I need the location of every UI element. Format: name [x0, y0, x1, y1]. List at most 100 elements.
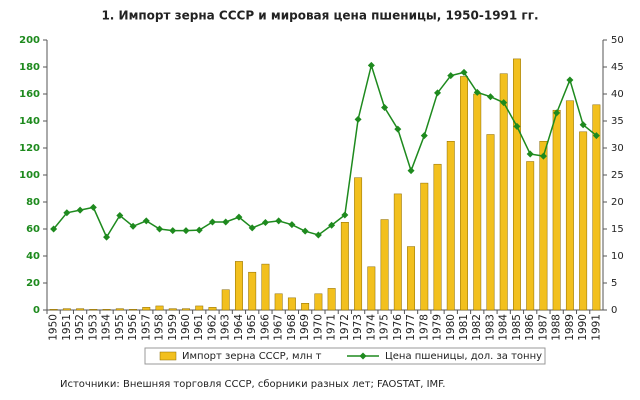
line-marker: [116, 212, 124, 219]
bar: [526, 161, 535, 311]
line-marker: [394, 125, 402, 133]
x-tick-label: 1960: [180, 314, 192, 341]
y-tick-label: 40: [26, 251, 40, 262]
line-marker: [367, 61, 375, 69]
y2-tick-label: 30: [611, 143, 624, 154]
bar: [539, 141, 548, 311]
line-marker: [195, 226, 203, 234]
y2-tick-label: 5: [611, 278, 617, 289]
y-tick-label: 80: [26, 197, 40, 208]
line-marker: [314, 231, 322, 239]
bar: [512, 58, 521, 311]
line-marker: [235, 213, 243, 221]
line-marker: [579, 121, 587, 129]
bar: [221, 289, 230, 311]
line-marker: [50, 225, 58, 233]
x-tick-label: 1973: [352, 314, 364, 341]
bar: [460, 76, 468, 311]
bar: [168, 308, 177, 311]
bar: [301, 303, 310, 311]
source-note: Источники: Внешняя торговля СССР, сборни…: [60, 379, 446, 390]
y-tick-label: 100: [19, 170, 40, 181]
legend-label: Цена пшеницы, дол. за тонну: [385, 351, 542, 362]
line-marker: [208, 218, 216, 226]
line-marker: [248, 224, 256, 232]
x-tick-label: 1950: [48, 314, 60, 341]
bar: [407, 246, 416, 311]
y-tick-label: 200: [19, 35, 40, 46]
bar: [195, 305, 204, 311]
x-tick-label: 1965: [246, 314, 258, 341]
line-marker: [486, 93, 494, 101]
y-tick-label: 180: [19, 62, 40, 73]
bar: [499, 73, 508, 311]
line-marker: [447, 72, 455, 80]
x-tick-label: 1967: [273, 314, 285, 341]
y2-tick-label: 20: [611, 197, 624, 208]
line-marker: [182, 227, 190, 235]
legend-marker: [359, 352, 367, 360]
bar: [89, 309, 98, 311]
line-marker: [222, 218, 230, 226]
bar: [340, 222, 349, 311]
line-marker: [420, 132, 428, 140]
line-marker: [275, 217, 283, 225]
bar: [552, 109, 561, 311]
x-tick-label: 1974: [365, 314, 377, 341]
x-tick-label: 1966: [259, 314, 271, 341]
bar: [473, 93, 482, 311]
bar: [486, 134, 495, 311]
line-marker: [500, 99, 508, 107]
x-tick-label: 1961: [193, 314, 205, 341]
y2-tick-label: 25: [611, 170, 624, 181]
chart-title: 1. Импорт зерна СССР и мировая цена пшен…: [101, 9, 538, 23]
x-tick-label: 1968: [286, 314, 298, 341]
bar: [314, 293, 323, 311]
x-tick-label: 1986: [524, 314, 536, 341]
line-marker: [301, 227, 309, 235]
y2-tick-label: 50: [611, 35, 624, 46]
line-marker: [142, 217, 150, 225]
line-marker: [288, 221, 296, 229]
bar: [565, 100, 574, 311]
bar: [592, 104, 601, 311]
bar: [393, 193, 402, 311]
bar: [129, 309, 138, 311]
x-tick-label: 1979: [432, 314, 444, 341]
bar: [234, 261, 243, 311]
bar: [115, 308, 124, 311]
line-marker: [460, 68, 468, 76]
x-tick-label: 1969: [299, 314, 311, 341]
line-marker: [407, 167, 415, 175]
bar: [354, 177, 363, 311]
legend-swatch: [159, 351, 177, 361]
line-marker: [156, 225, 164, 233]
line-marker: [526, 150, 534, 158]
y-tick-label: 120: [19, 143, 40, 154]
y2-tick-label: 0: [611, 305, 617, 316]
x-tick-label: 1991: [590, 314, 602, 341]
line-marker: [63, 209, 71, 217]
bar: [420, 182, 429, 311]
y-tick-label: 60: [26, 224, 40, 235]
x-tick-label: 1988: [551, 314, 563, 341]
x-tick-label: 1989: [564, 314, 576, 341]
line-marker: [592, 132, 600, 140]
line-marker: [169, 227, 177, 235]
line-marker: [553, 109, 561, 117]
y-tick-label: 20: [26, 278, 40, 289]
x-tick-label: 1976: [392, 314, 404, 341]
line-marker: [473, 88, 481, 96]
x-tick-label: 1955: [114, 314, 126, 341]
line-marker: [566, 76, 574, 84]
x-tick-label: 1985: [511, 314, 523, 341]
bar: [327, 288, 336, 311]
line-marker: [129, 222, 137, 230]
x-tick-label: 1957: [140, 314, 152, 341]
line-marker: [89, 203, 97, 211]
line-marker: [103, 233, 111, 241]
x-tick-label: 1981: [458, 314, 470, 341]
y2-tick-label: 15: [611, 224, 624, 235]
legend-box: [144, 347, 546, 365]
x-tick-label: 1970: [312, 314, 324, 341]
